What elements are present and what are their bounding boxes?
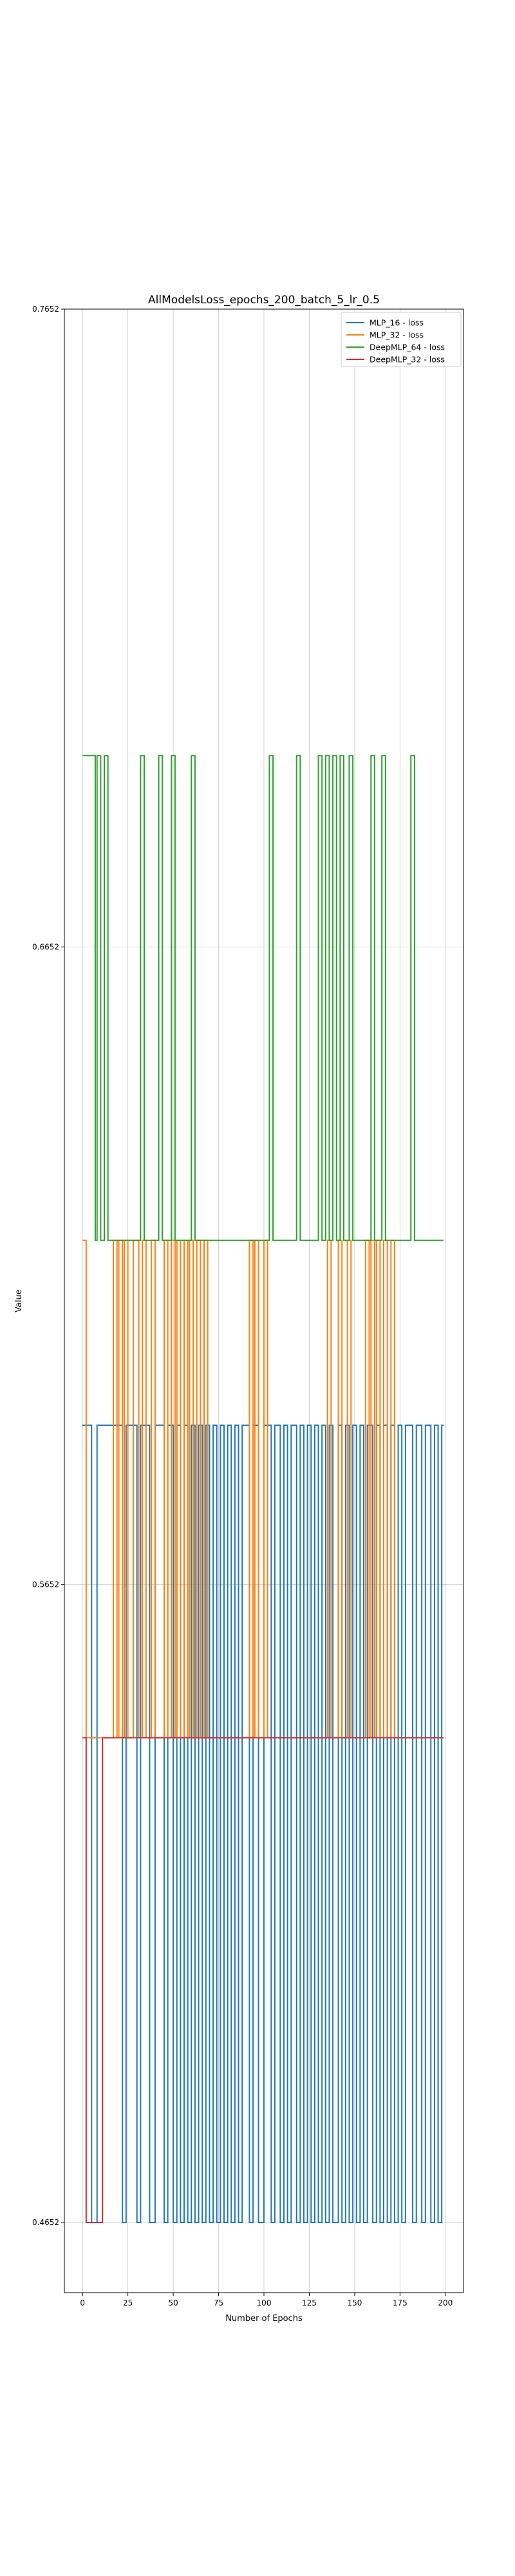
legend-label: MLP_16 - loss — [370, 318, 424, 328]
x-axis-label: Number of Epochs — [225, 2314, 303, 2324]
y-axis-label: Value — [14, 1289, 24, 1312]
x-tick-label: 200 — [438, 2298, 453, 2307]
x-tick-label: 75 — [214, 2298, 223, 2307]
series-line-mlp-16-loss — [82, 1425, 444, 2224]
legend: MLP_16 - loss MLP_32 - loss DeepMLP_64 - l… — [341, 312, 462, 367]
series-line-deepmlp-64-loss — [82, 755, 444, 1241]
x-tick-label: 150 — [347, 2298, 362, 2307]
series-line-deepmlp-32-loss — [82, 1737, 444, 2224]
y-tick-label: 0.5652 — [32, 1580, 59, 1589]
x-tick-label: 0 — [80, 2298, 85, 2307]
series-lines — [82, 755, 444, 2224]
y-tick-label: 0.6652 — [32, 942, 59, 951]
y-tick-label: 0.7652 — [32, 305, 59, 314]
legend-label: DeepMLP_32 - loss — [370, 355, 445, 365]
y-tick-label: 0.4652 — [32, 2218, 59, 2227]
x-tick-label: 125 — [302, 2298, 317, 2307]
x-tick-label: 50 — [168, 2298, 178, 2307]
x-tick-label: 175 — [393, 2298, 407, 2307]
legend-label: DeepMLP_64 - loss — [370, 343, 445, 352]
x-tick-label: 100 — [257, 2298, 272, 2307]
legend-box — [341, 312, 462, 367]
axis-ticks: 0 25 50 75 100 125 150 175 200 0.4652 0.5652 0.6652… — [32, 305, 453, 2307]
x-tick-label: 25 — [123, 2298, 133, 2307]
chart-title: AllModelsLoss_epochs_200_batch_5_lr_0.5 — [148, 294, 380, 307]
legend-label: MLP_32 - loss — [370, 330, 424, 340]
